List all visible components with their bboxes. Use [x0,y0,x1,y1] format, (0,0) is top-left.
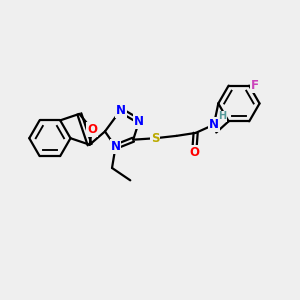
Text: N: N [116,104,126,117]
Text: N: N [209,118,219,131]
Text: N: N [134,115,144,128]
Text: N: N [110,140,121,153]
Text: O: O [87,123,97,136]
Text: H: H [218,111,226,122]
Text: S: S [151,132,160,145]
Text: O: O [189,146,199,159]
Text: F: F [250,79,259,92]
